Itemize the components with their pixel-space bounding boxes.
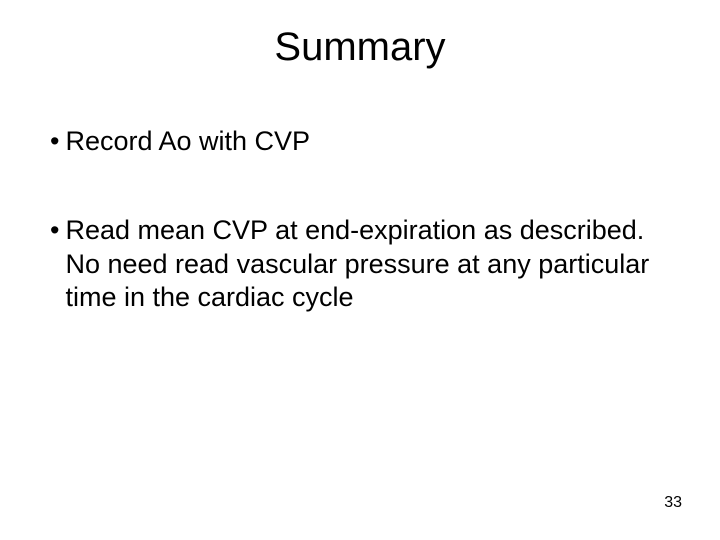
bullet-text: Read mean CVP at end-expiration as descr… xyxy=(65,214,670,315)
bullet-item: • Read mean CVP at end-expiration as des… xyxy=(50,214,670,315)
bullet-marker: • xyxy=(50,125,59,159)
slide-title: Summary xyxy=(50,25,670,70)
slide-container: Summary • Record Ao with CVP • Read mean… xyxy=(0,0,720,540)
bullet-list: • Record Ao with CVP • Read mean CVP at … xyxy=(50,125,670,315)
bullet-text: Record Ao with CVP xyxy=(65,125,670,159)
bullet-marker: • xyxy=(50,214,59,315)
page-number: 33 xyxy=(664,494,682,512)
bullet-item: • Record Ao with CVP xyxy=(50,125,670,159)
